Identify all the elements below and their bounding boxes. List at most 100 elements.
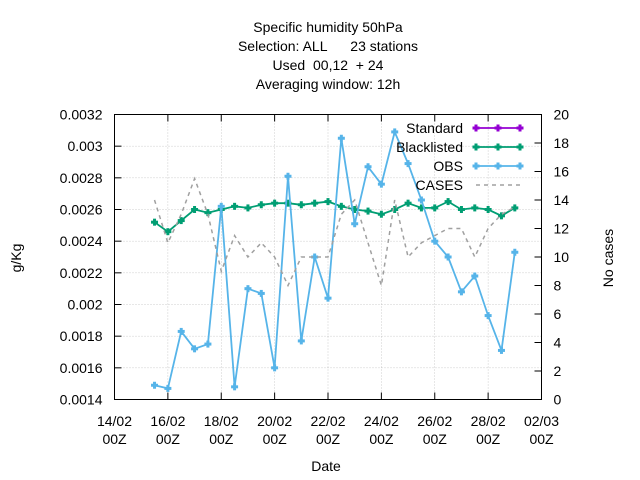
y-tick-label: 0.0016 bbox=[60, 360, 103, 376]
data-point-blacklisted bbox=[297, 201, 305, 209]
y-tick-label: 0.003 bbox=[67, 138, 102, 154]
data-point-obs bbox=[511, 248, 519, 256]
y2-tick-label: 12 bbox=[554, 221, 570, 237]
data-point-obs bbox=[191, 345, 199, 353]
y-axis-label: g/Kg bbox=[8, 244, 24, 273]
chart-title: Specific humidity 50hPa Selection: ALL 2… bbox=[238, 19, 418, 92]
data-point-obs bbox=[457, 288, 465, 296]
data-point-blacklisted bbox=[444, 198, 452, 206]
data-point-obs bbox=[404, 160, 412, 168]
data-point-obs bbox=[177, 327, 185, 335]
data-point-blacklisted bbox=[271, 199, 279, 207]
y-tick-label: 0.0018 bbox=[60, 328, 103, 344]
y2-tick-label: 6 bbox=[554, 306, 562, 322]
x-tick-label: 18/02 bbox=[204, 413, 239, 429]
data-point-blacklisted bbox=[391, 206, 399, 213]
x-tick-label: 28/02 bbox=[471, 413, 506, 429]
data-point-obs bbox=[484, 312, 492, 320]
y-tick-label: 0.0032 bbox=[60, 107, 103, 123]
legend-label-standard: Standard bbox=[406, 120, 463, 136]
data-point-blacklisted bbox=[404, 199, 412, 207]
y2-tick-label: 20 bbox=[554, 107, 570, 123]
data-point-obs bbox=[257, 289, 265, 297]
y-tick-label: 0.0024 bbox=[60, 233, 103, 249]
x-tick-label: 00Z bbox=[369, 431, 394, 447]
data-point-blacklisted bbox=[484, 206, 492, 213]
x-tick-label: 20/02 bbox=[257, 413, 292, 429]
data-point-blacklisted bbox=[164, 228, 172, 236]
title-line-1: Specific humidity 50hPa bbox=[253, 19, 403, 35]
legend-label-cases: CASES bbox=[416, 177, 463, 193]
legend: Standard Blacklisted OBS CASES bbox=[396, 120, 524, 193]
x-tick-label: 00Z bbox=[102, 431, 127, 447]
data-point-obs bbox=[364, 163, 372, 171]
data-point-obs bbox=[471, 272, 479, 280]
legend-label-obs: OBS bbox=[433, 158, 463, 174]
series-group bbox=[151, 128, 519, 392]
data-point-blacklisted bbox=[191, 206, 199, 213]
data-point-obs bbox=[297, 337, 305, 345]
x-tick-label: 14/02 bbox=[97, 413, 132, 429]
y-tick-label: 0.0026 bbox=[60, 202, 103, 218]
y-tick-label: 0.0014 bbox=[60, 392, 103, 408]
data-point-blacklisted bbox=[244, 204, 252, 212]
data-point-blacklisted bbox=[497, 212, 505, 220]
x-tick-label: 22/02 bbox=[310, 413, 345, 429]
data-point-obs bbox=[377, 180, 385, 188]
data-point-blacklisted bbox=[311, 199, 319, 207]
data-point-obs bbox=[271, 364, 279, 372]
data-point-blacklisted bbox=[151, 218, 159, 226]
x-tick-label: 26/02 bbox=[417, 413, 452, 429]
data-point-blacklisted bbox=[324, 198, 332, 206]
x-tick-label: 00Z bbox=[529, 431, 554, 447]
data-point-obs bbox=[417, 196, 425, 204]
y2-axis-label: No cases bbox=[600, 229, 616, 287]
series-line-blacklisted bbox=[153, 200, 516, 233]
x-tick-label: 16/02 bbox=[150, 413, 185, 429]
data-point-obs bbox=[231, 383, 239, 391]
y2-tick-label: 8 bbox=[554, 278, 562, 294]
x-tick-label: 00Z bbox=[156, 431, 181, 447]
data-point-blacklisted bbox=[511, 204, 519, 212]
x-tick-label: 00Z bbox=[476, 431, 501, 447]
title-line-2: Selection: ALL 23 stations bbox=[238, 38, 418, 54]
x-tick-label: 00Z bbox=[423, 431, 448, 447]
data-point-obs bbox=[164, 384, 172, 392]
data-point-obs bbox=[324, 294, 332, 302]
data-point-blacklisted bbox=[231, 202, 239, 210]
x-tick-label: 02/03 bbox=[524, 413, 559, 429]
data-point-blacklisted bbox=[377, 210, 385, 218]
data-point-obs bbox=[431, 237, 439, 245]
y2-tick-label: 4 bbox=[554, 335, 562, 351]
series-line-obs bbox=[154, 129, 516, 390]
data-point-obs bbox=[337, 134, 345, 142]
data-point-blacklisted bbox=[431, 204, 439, 212]
y-tick-label: 0.0022 bbox=[60, 265, 103, 281]
x-tick-label: 00Z bbox=[316, 431, 341, 447]
data-point-obs bbox=[217, 202, 225, 210]
data-point-obs bbox=[351, 220, 359, 228]
data-point-obs bbox=[204, 340, 212, 348]
title-line-3: Used 00,12 + 24 bbox=[273, 57, 384, 73]
data-point-blacklisted bbox=[457, 206, 465, 213]
data-point-obs bbox=[244, 285, 252, 293]
data-point-blacklisted bbox=[177, 217, 185, 225]
data-point-blacklisted bbox=[471, 204, 479, 212]
y-tick-label: 0.0028 bbox=[60, 170, 103, 186]
x-axis-label: Date bbox=[311, 458, 341, 474]
data-point-blacklisted bbox=[364, 207, 372, 215]
title-line-4: Averaging window: 12h bbox=[256, 76, 401, 92]
y2-tick-label: 10 bbox=[554, 249, 570, 265]
data-point-blacklisted bbox=[257, 201, 265, 209]
x-tick-label: 00Z bbox=[263, 431, 288, 447]
data-point-obs bbox=[391, 128, 399, 136]
x-tick-label: 00Z bbox=[209, 431, 234, 447]
data-point-obs bbox=[151, 381, 159, 389]
data-point-obs bbox=[444, 253, 452, 261]
y2-tick-label: 14 bbox=[554, 192, 570, 208]
y2-tick-label: 2 bbox=[554, 363, 562, 379]
data-point-obs bbox=[284, 172, 292, 180]
x-tick-label: 24/02 bbox=[364, 413, 399, 429]
y-tick-label: 0.002 bbox=[67, 297, 102, 313]
